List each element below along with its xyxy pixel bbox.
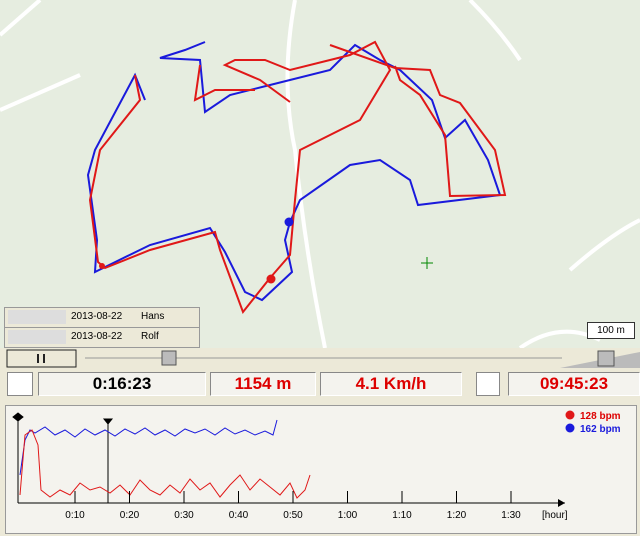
track-date: 2013-08-22 bbox=[71, 311, 123, 322]
x-tick-label: 1:30 bbox=[501, 510, 521, 521]
distance: 1154 m bbox=[210, 372, 316, 396]
x-unit: [hour] bbox=[542, 510, 568, 521]
swap-button[interactable] bbox=[476, 372, 500, 396]
scale-label: 100 m bbox=[587, 322, 635, 339]
clock-time: 09:45:23 bbox=[508, 372, 640, 396]
track-date: 2013-08-22 bbox=[71, 331, 123, 342]
x-tick-label: 0:20 bbox=[120, 510, 140, 521]
x-tick-label: 0:50 bbox=[283, 510, 303, 521]
x-tick-label: 1:10 bbox=[392, 510, 412, 521]
x-tick-label: 0:40 bbox=[229, 510, 249, 521]
map bbox=[0, 0, 640, 348]
x-tick-label: 0:30 bbox=[174, 510, 194, 521]
x-tick-label: 1:20 bbox=[447, 510, 467, 521]
track-name: Hans bbox=[141, 311, 165, 322]
track-row[interactable]: 2013-08-22 Rolf bbox=[4, 327, 200, 348]
timer-button[interactable] bbox=[7, 372, 33, 396]
x-tick-label: 1:00 bbox=[338, 510, 358, 521]
slider[interactable] bbox=[0, 348, 640, 370]
track-name: Rolf bbox=[141, 331, 159, 342]
track-icons[interactable] bbox=[8, 310, 66, 324]
legend-entry: 162 bpm bbox=[580, 424, 621, 435]
elapsed-time: 0:16:23 bbox=[38, 372, 206, 396]
speed: 4.1 Km/h bbox=[320, 372, 462, 396]
hr-chart: 128 bpm 162 bpm 0:10 0:20 0:30 0:40 0:50 1:00… bbox=[5, 405, 637, 534]
track-icons[interactable] bbox=[8, 330, 66, 344]
track-row[interactable]: 2013-08-22 Hans bbox=[4, 307, 200, 328]
legend-entry: 128 bpm bbox=[580, 411, 621, 422]
x-tick-label: 0:10 bbox=[65, 510, 85, 521]
